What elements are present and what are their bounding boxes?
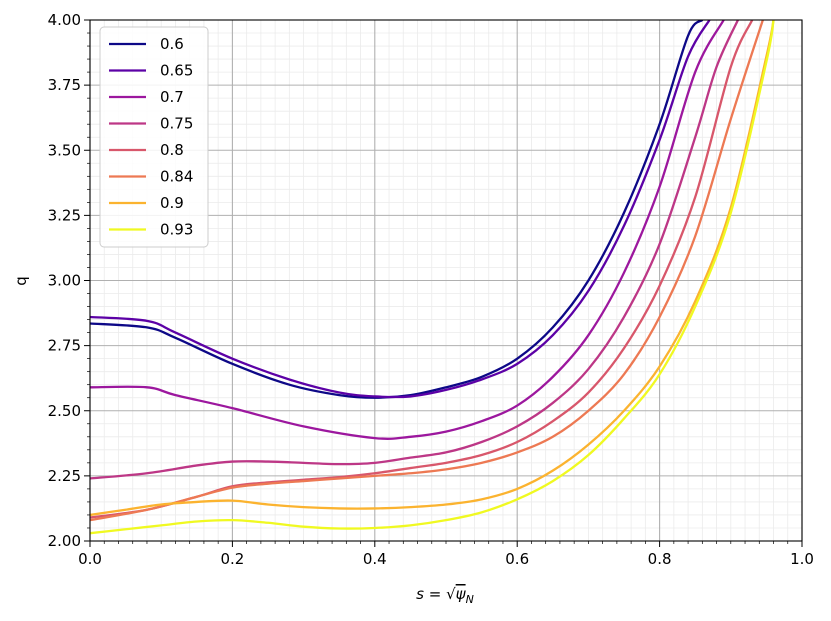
series-line-5 xyxy=(90,20,764,522)
series-line-3 xyxy=(90,20,739,480)
legend-entry-label: 0.75 xyxy=(160,115,193,133)
legend-entry-label: 0.9 xyxy=(160,194,184,212)
y-tick-label: 2.50 xyxy=(48,402,81,420)
x-tick-label: 0.0 xyxy=(78,550,102,568)
series-line-1 xyxy=(90,20,711,399)
x-tick-label: 1.0 xyxy=(790,550,814,568)
y-tick-label: 3.75 xyxy=(48,76,81,94)
x-axis-label-var: s xyxy=(416,585,424,603)
plot-area xyxy=(90,20,775,535)
x-tick-label: 0.8 xyxy=(648,550,672,568)
x-axis-ticks: 0.0 0.2 0.4 0.6 0.8 1.0 xyxy=(78,541,814,568)
legend-entry-label: 0.8 xyxy=(160,141,184,159)
series-line-0 xyxy=(90,20,704,399)
y-tick-label: 2.75 xyxy=(48,337,81,355)
x-tick-label: 0.2 xyxy=(220,550,244,568)
legend-entry-label: 0.7 xyxy=(160,88,184,106)
x-axis-label-sub: N xyxy=(466,593,474,606)
y-tick-label: 3.00 xyxy=(48,272,81,290)
series-line-2 xyxy=(90,20,725,440)
legend-entry-label: 0.6 xyxy=(160,35,184,53)
x-axis-label-psi: ψ xyxy=(456,585,467,603)
y-axis-ticks: 2.00 2.25 2.50 2.75 3.00 3.25 3.50 3.75 4.00 xyxy=(48,11,90,550)
legend-entry-label: 0.84 xyxy=(160,168,193,186)
legend-box xyxy=(99,26,209,248)
y-tick-label: 2.25 xyxy=(48,467,81,485)
y-axis-label: q xyxy=(12,276,30,286)
x-tick-label: 0.6 xyxy=(505,550,529,568)
series-line-7 xyxy=(90,20,775,535)
series-line-6 xyxy=(90,20,775,517)
x-axis-label-eq: = xyxy=(424,585,446,603)
y-tick-label: 3.50 xyxy=(48,141,81,159)
legend-entry-label: 0.93 xyxy=(160,221,193,239)
x-axis-label-root: √ xyxy=(446,585,456,603)
legend-entry-label: 0.65 xyxy=(160,62,193,80)
series-line-4 xyxy=(90,20,754,519)
legend: 0.6 0.65 0.7 0.75 0.8 0.84 0.9 0.93 xyxy=(99,26,209,248)
x-axis-label: s = √ψN xyxy=(416,585,474,606)
x-tick-label: 0.4 xyxy=(363,550,387,568)
y-tick-label: 2.00 xyxy=(48,532,81,550)
y-tick-label: 4.00 xyxy=(48,11,81,29)
y-tick-label: 3.25 xyxy=(48,206,81,224)
